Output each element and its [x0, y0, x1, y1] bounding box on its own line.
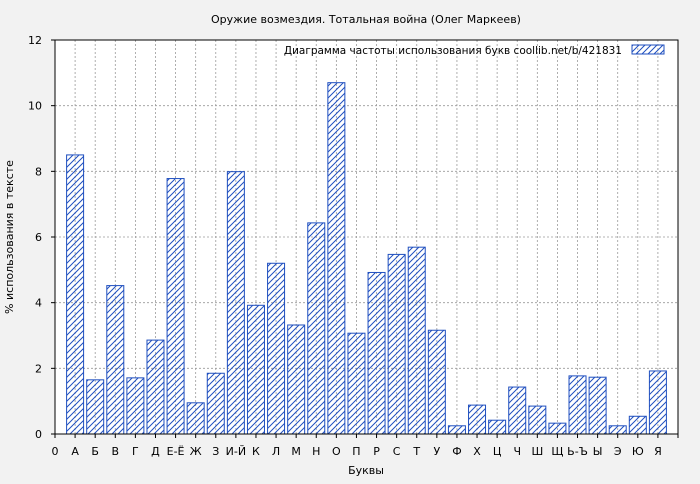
x-tick-label: Щ [551, 445, 563, 458]
x-tick-label: Ь-Ъ [567, 445, 588, 458]
bar-К [246, 304, 265, 435]
x-tick-label: Ф [452, 445, 461, 458]
chart-title: Оружие возмездия. Тотальная война (Олег … [211, 13, 521, 26]
x-tick-label: Ю [632, 445, 644, 458]
bar-Ж [186, 402, 205, 435]
x-tick-label: Г [132, 445, 139, 458]
x-tick-label: Х [473, 445, 481, 458]
bar-П [347, 332, 366, 435]
bar-Д [146, 339, 165, 435]
bar-Е-Ё [166, 178, 185, 435]
bar-Р [367, 271, 386, 435]
x-tick-label: А [71, 445, 79, 458]
bar-Ы [588, 376, 607, 435]
y-tick-label: 6 [35, 231, 42, 244]
legend-label: Диаграмма частоты использования букв coo… [284, 45, 622, 57]
y-axis: 0 2 4 6 8 10 12 [28, 34, 55, 441]
x-tick-label: С [393, 445, 401, 458]
bar-Х [468, 404, 487, 435]
x-axis: 0 А Б В Г Д Е-Ё Ж З И-Й К Л М Н О П Р С Т У Ф Х Ц Ч Ш Щ Ь-Ъ Ы Э Ю Я [52, 434, 679, 458]
x-tick-label: В [112, 445, 120, 458]
x-tick-label: К [252, 445, 260, 458]
x-tick-label: Б [91, 445, 99, 458]
x-tick-label: У [433, 445, 440, 458]
x-tick-label: Э [614, 445, 622, 458]
bar-Ч [508, 386, 527, 435]
x-tick-label: Е-Ё [167, 445, 185, 458]
bar-Б [86, 379, 105, 435]
x-tick-label: М [291, 445, 301, 458]
y-tick-label: 8 [35, 165, 42, 178]
legend-swatch [631, 44, 665, 55]
x-tick-label: Л [272, 445, 280, 458]
bar-М [287, 324, 306, 435]
y-tick-label: 4 [35, 297, 42, 310]
x-tick-label: З [212, 445, 219, 458]
x-tick-label: Ж [190, 445, 202, 458]
bar-Э [608, 425, 627, 435]
bar-Я [648, 370, 667, 435]
bar-Г [126, 377, 145, 435]
x-tick-label: П [352, 445, 360, 458]
bar-Л [267, 262, 286, 435]
x-tick-label: Ц [493, 445, 502, 458]
y-tick-label: 0 [35, 428, 42, 441]
bar-О [327, 82, 346, 435]
bar-Ь-Ъ [568, 375, 587, 435]
x-tick-label: Я [654, 445, 662, 458]
bar-Щ [548, 422, 567, 435]
bar-У [427, 329, 446, 435]
legend: Диаграмма частоты использования букв coo… [284, 44, 665, 57]
bar-И-Й [226, 171, 245, 435]
x-tick-label: Р [373, 445, 380, 458]
y-axis-label: % использования в тексте [3, 160, 16, 314]
x-tick-label: 0 [52, 445, 59, 458]
bar-Ц [488, 419, 507, 435]
x-tick-label: О [332, 445, 341, 458]
y-tick-label: 2 [35, 362, 42, 375]
bar-Ю [628, 415, 647, 435]
x-tick-label: И-Й [226, 445, 246, 458]
y-tick-label: 12 [28, 34, 42, 47]
bar-С [387, 253, 406, 435]
bar-А [66, 154, 85, 435]
bar-Ш [528, 405, 547, 435]
x-axis-label: Буквы [348, 464, 384, 477]
bar-Ф [447, 425, 466, 435]
x-tick-label: Ш [531, 445, 543, 458]
y-tick-label: 10 [28, 100, 42, 113]
bar-В [106, 285, 125, 435]
x-tick-label: Ы [593, 445, 603, 458]
x-tick-label: Ч [513, 445, 521, 458]
bar-З [206, 372, 225, 435]
bar-Т [407, 246, 426, 435]
x-tick-label: Д [151, 445, 160, 458]
x-tick-label: Н [312, 445, 320, 458]
x-tick-label: Т [412, 445, 420, 458]
bar-Н [307, 222, 326, 435]
